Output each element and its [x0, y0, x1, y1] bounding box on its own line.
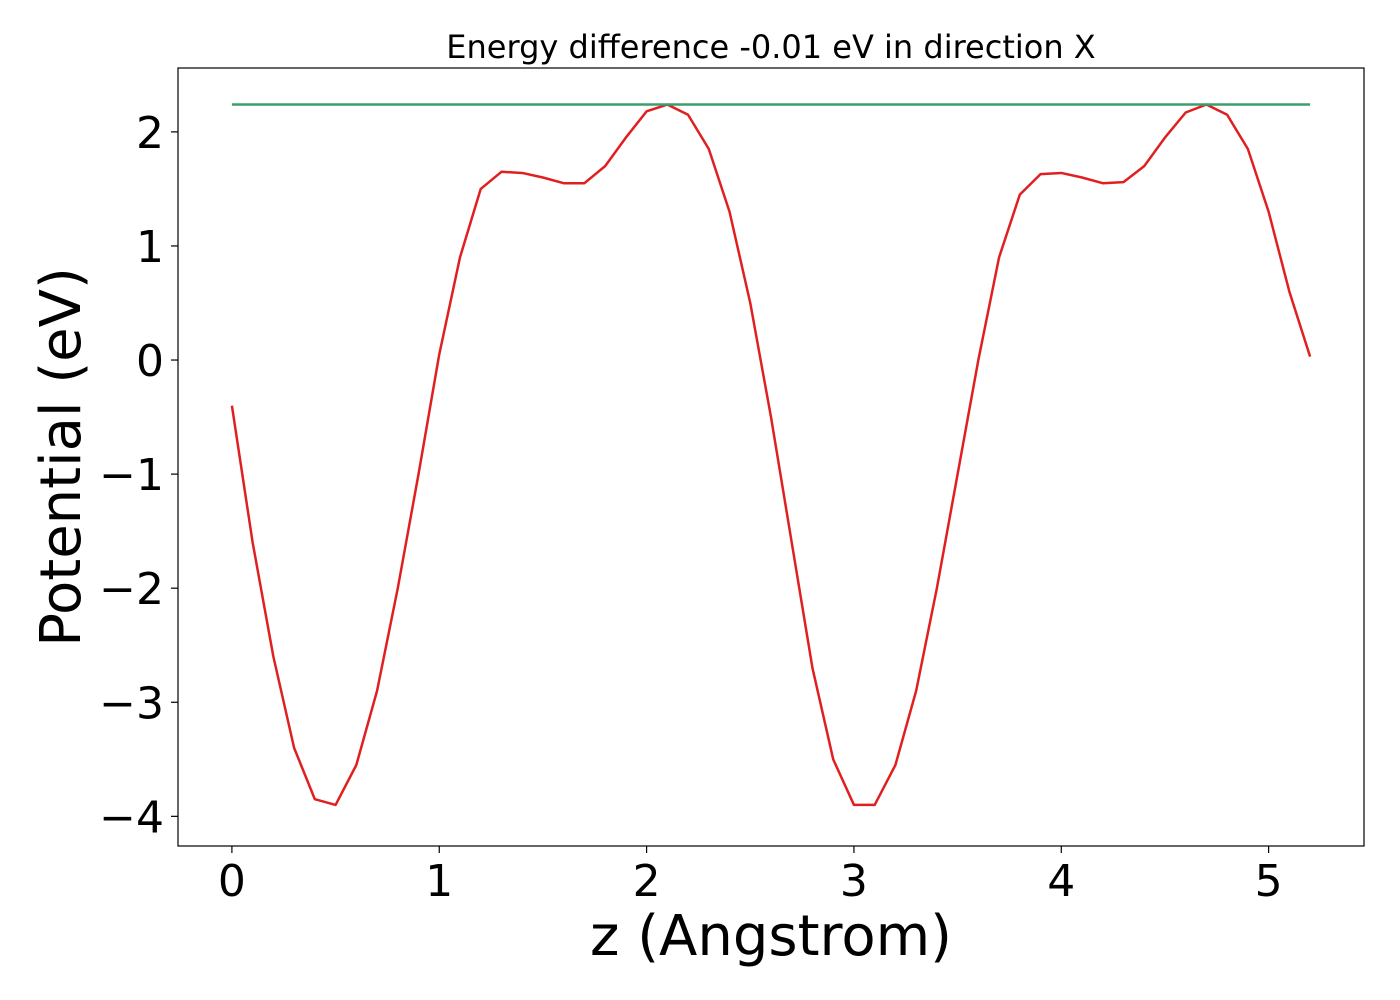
x-tick-label: 4 [1047, 856, 1075, 907]
x-tick-label: 3 [840, 856, 868, 907]
y-tick-label: −4 [99, 792, 164, 843]
y-tick-label: −1 [99, 450, 164, 501]
chart-title: Energy difference -0.01 eV in direction … [446, 28, 1095, 66]
x-axis-label: z (Angstrom) [590, 904, 952, 969]
y-axis-label: Potential (eV) [29, 267, 94, 647]
data-line [230, 103, 1312, 807]
y-tick-label: 1 [136, 222, 164, 273]
x-tick-label: 0 [218, 856, 246, 907]
plot-frame [177, 67, 1365, 847]
y-tick-label: −3 [99, 678, 164, 729]
y-tick-label: 2 [136, 108, 164, 159]
y-tick-label: 0 [136, 336, 164, 387]
x-tick-label: 2 [633, 856, 661, 907]
y-tick-label: −2 [99, 564, 164, 615]
x-tick-label: 5 [1255, 856, 1283, 907]
x-tick-label: 1 [425, 856, 453, 907]
